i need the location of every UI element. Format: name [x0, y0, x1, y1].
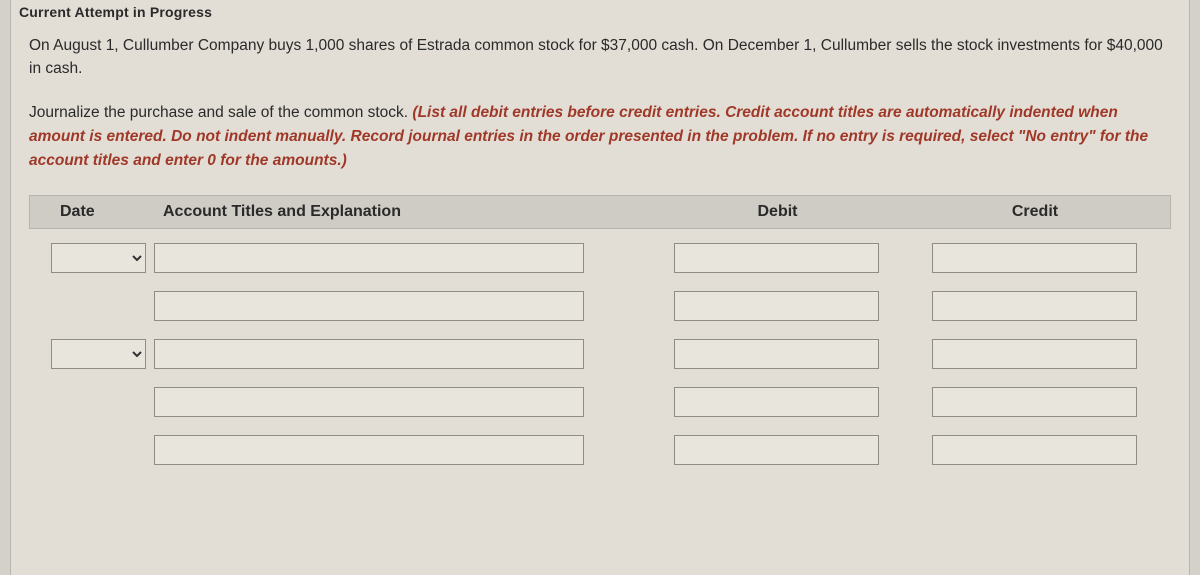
date-select[interactable]	[51, 243, 146, 273]
table-row	[29, 387, 1171, 417]
journal-entry-table: Date Account Titles and Explanation Debi…	[29, 195, 1171, 465]
account-title-input[interactable]	[154, 435, 584, 465]
header-account: Account Titles and Explanation	[155, 203, 650, 221]
table-row	[29, 243, 1171, 273]
debit-input[interactable]	[674, 291, 879, 321]
table-row	[29, 339, 1171, 369]
header-credit: Credit	[905, 203, 1165, 221]
question-page: Current Attempt in Progress On August 1,…	[10, 0, 1190, 575]
credit-input[interactable]	[932, 243, 1137, 273]
instruction-text: Journalize the purchase and sale of the …	[29, 101, 1171, 173]
account-title-input[interactable]	[154, 339, 584, 369]
credit-input[interactable]	[932, 387, 1137, 417]
table-header-row: Date Account Titles and Explanation Debi…	[29, 195, 1171, 229]
account-title-input[interactable]	[154, 243, 584, 273]
credit-input[interactable]	[932, 339, 1137, 369]
debit-input[interactable]	[674, 339, 879, 369]
account-title-input[interactable]	[154, 291, 584, 321]
attempt-status: Current Attempt in Progress	[19, 4, 1171, 20]
debit-input[interactable]	[674, 435, 879, 465]
credit-input[interactable]	[932, 435, 1137, 465]
problem-statement: On August 1, Cullumber Company buys 1,00…	[29, 34, 1171, 81]
table-row	[29, 291, 1171, 321]
table-row	[29, 435, 1171, 465]
account-title-input[interactable]	[154, 387, 584, 417]
date-select[interactable]	[51, 339, 146, 369]
table-body	[29, 229, 1171, 465]
credit-input[interactable]	[932, 291, 1137, 321]
instruction-lead: Journalize the purchase and sale of the …	[29, 104, 412, 121]
debit-input[interactable]	[674, 243, 879, 273]
debit-input[interactable]	[674, 387, 879, 417]
header-debit: Debit	[650, 203, 905, 221]
header-date: Date	[30, 203, 155, 221]
